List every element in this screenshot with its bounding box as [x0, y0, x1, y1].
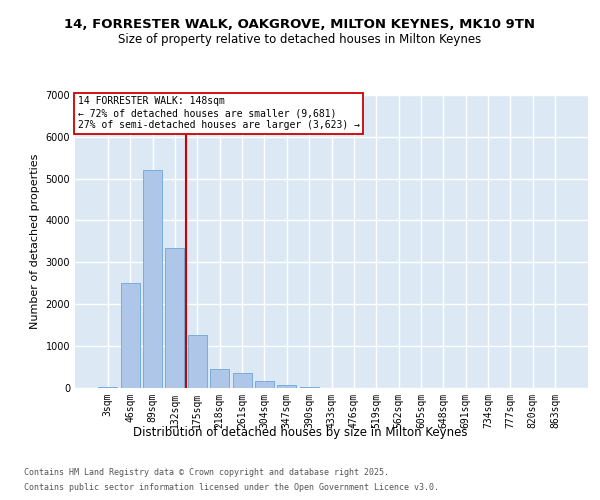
- Bar: [188, 336, 207, 388]
- Text: Contains public sector information licensed under the Open Government Licence v3: Contains public sector information licen…: [24, 483, 439, 492]
- Text: Contains HM Land Registry data © Crown copyright and database right 2025.: Contains HM Land Registry data © Crown c…: [24, 468, 389, 477]
- Bar: [255, 381, 274, 388]
- Text: 14 FORRESTER WALK: 148sqm
← 72% of detached houses are smaller (9,681)
27% of se: 14 FORRESTER WALK: 148sqm ← 72% of detac…: [77, 96, 359, 130]
- Bar: [210, 368, 229, 388]
- Bar: [233, 373, 251, 388]
- Bar: [299, 387, 319, 388]
- Y-axis label: Number of detached properties: Number of detached properties: [30, 154, 40, 329]
- Text: Distribution of detached houses by size in Milton Keynes: Distribution of detached houses by size …: [133, 426, 467, 439]
- Bar: [143, 170, 162, 388]
- Bar: [277, 386, 296, 388]
- Bar: [166, 248, 184, 388]
- Text: 14, FORRESTER WALK, OAKGROVE, MILTON KEYNES, MK10 9TN: 14, FORRESTER WALK, OAKGROVE, MILTON KEY…: [65, 18, 536, 30]
- Bar: [121, 283, 140, 388]
- Text: Size of property relative to detached houses in Milton Keynes: Size of property relative to detached ho…: [118, 32, 482, 46]
